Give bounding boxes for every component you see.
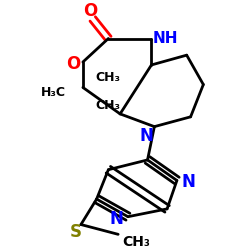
- Text: NH: NH: [152, 31, 178, 46]
- Text: CH₃: CH₃: [95, 98, 120, 112]
- Text: CH₃: CH₃: [122, 235, 150, 249]
- Text: N: N: [182, 174, 196, 192]
- Text: N: N: [109, 210, 123, 228]
- Text: S: S: [70, 223, 82, 241]
- Text: O: O: [66, 55, 80, 73]
- Text: CH₃: CH₃: [95, 71, 120, 84]
- Text: O: O: [84, 2, 98, 20]
- Text: N: N: [140, 128, 153, 146]
- Text: H₃C: H₃C: [41, 86, 66, 99]
